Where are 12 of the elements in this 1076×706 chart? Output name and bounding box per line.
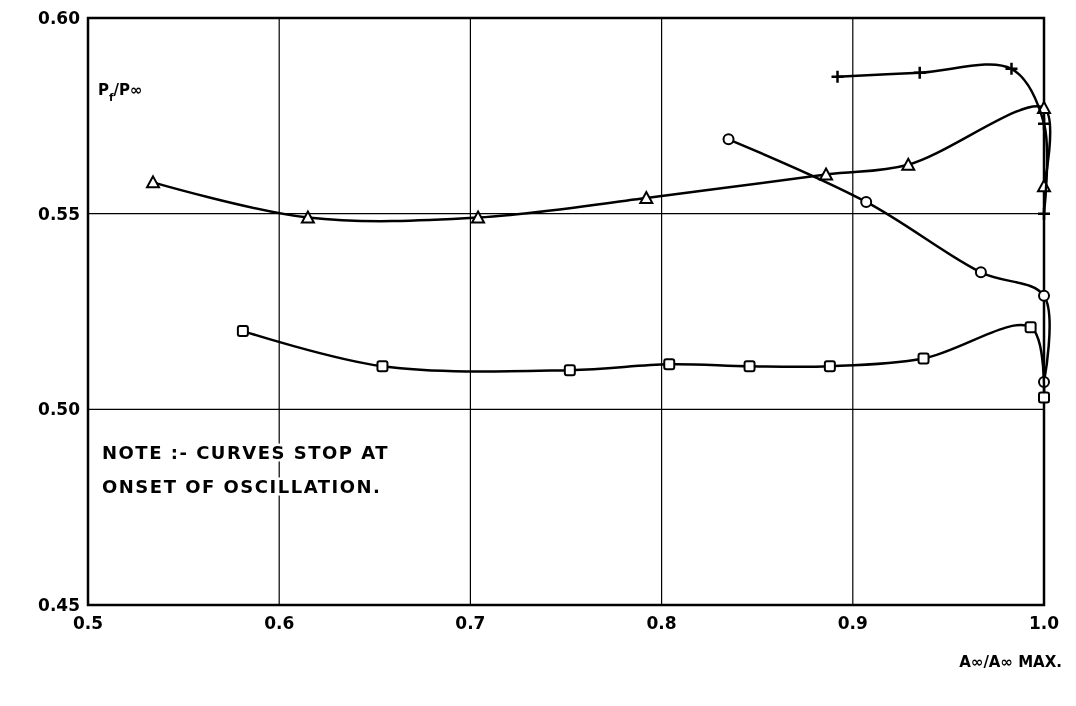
x-tick-label: 0.5	[72, 613, 104, 633]
y-tick-label: 0.60	[38, 8, 81, 28]
x-tick-label: 0.8	[646, 613, 677, 633]
x-tick-label: 0.7	[455, 613, 486, 633]
x-tick-label: 0.9	[837, 613, 868, 633]
y-tick-label: 0.50	[38, 399, 81, 420]
y-axis-title: P$_{f}$/P∞	[98, 81, 143, 103]
y-tick-label: 0.55	[38, 203, 80, 224]
x-tick-label: 0.6	[264, 613, 295, 633]
x-tick-label: 1.0	[1028, 613, 1060, 633]
y-tick-label: 0.45	[38, 595, 80, 615]
x-axis-title: A∞/A∞ MAX.	[959, 653, 1062, 671]
